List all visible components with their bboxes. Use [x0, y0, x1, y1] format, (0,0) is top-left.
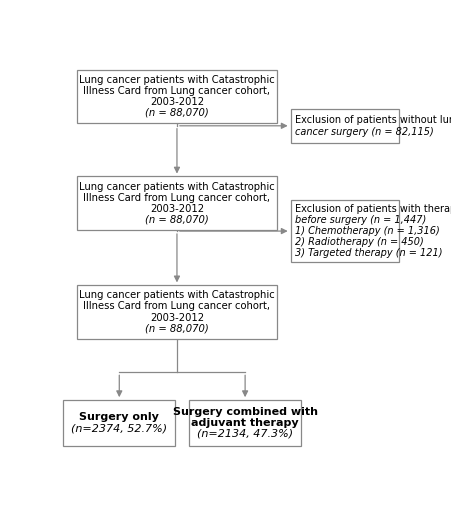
Text: Surgery only: Surgery only [79, 412, 159, 423]
Text: (n=2134, 47.3%): (n=2134, 47.3%) [197, 429, 293, 439]
Text: before surgery (n = 1,447): before surgery (n = 1,447) [295, 215, 426, 225]
Text: adjuvant therapy: adjuvant therapy [191, 418, 299, 428]
Text: (n=2374, 52.7%): (n=2374, 52.7%) [71, 424, 167, 433]
Text: Illness Card from Lung cancer cohort,: Illness Card from Lung cancer cohort, [83, 193, 271, 203]
Text: (n = 88,070): (n = 88,070) [145, 324, 209, 334]
Text: Lung cancer patients with Catastrophic: Lung cancer patients with Catastrophic [79, 290, 275, 300]
FancyBboxPatch shape [63, 400, 175, 446]
Text: 1) Chemotherapy (n = 1,316): 1) Chemotherapy (n = 1,316) [295, 226, 440, 236]
Text: Exclusion of patients without lung: Exclusion of patients without lung [295, 116, 451, 125]
Text: Lung cancer patients with Catastrophic: Lung cancer patients with Catastrophic [79, 75, 275, 85]
Text: Illness Card from Lung cancer cohort,: Illness Card from Lung cancer cohort, [83, 86, 271, 96]
Text: Illness Card from Lung cancer cohort,: Illness Card from Lung cancer cohort, [83, 302, 271, 311]
Text: 2003-2012: 2003-2012 [150, 313, 204, 323]
FancyBboxPatch shape [290, 109, 399, 143]
Text: Surgery combined with: Surgery combined with [173, 407, 318, 417]
Text: Exclusion of patients with therapy: Exclusion of patients with therapy [295, 204, 451, 214]
FancyBboxPatch shape [78, 69, 276, 123]
Text: (n = 88,070): (n = 88,070) [145, 215, 209, 225]
FancyBboxPatch shape [290, 200, 399, 262]
Text: cancer surgery (n = 82,115): cancer surgery (n = 82,115) [295, 126, 433, 137]
FancyBboxPatch shape [189, 400, 301, 446]
Text: 2003-2012: 2003-2012 [150, 97, 204, 107]
FancyBboxPatch shape [78, 176, 276, 230]
Text: 2) Radiotherapy (n = 450): 2) Radiotherapy (n = 450) [295, 237, 423, 247]
Text: (n = 88,070): (n = 88,070) [145, 108, 209, 118]
Text: Lung cancer patients with Catastrophic: Lung cancer patients with Catastrophic [79, 181, 275, 192]
Text: 3) Targeted therapy (n = 121): 3) Targeted therapy (n = 121) [295, 248, 442, 258]
FancyBboxPatch shape [78, 285, 276, 339]
Text: 2003-2012: 2003-2012 [150, 204, 204, 214]
